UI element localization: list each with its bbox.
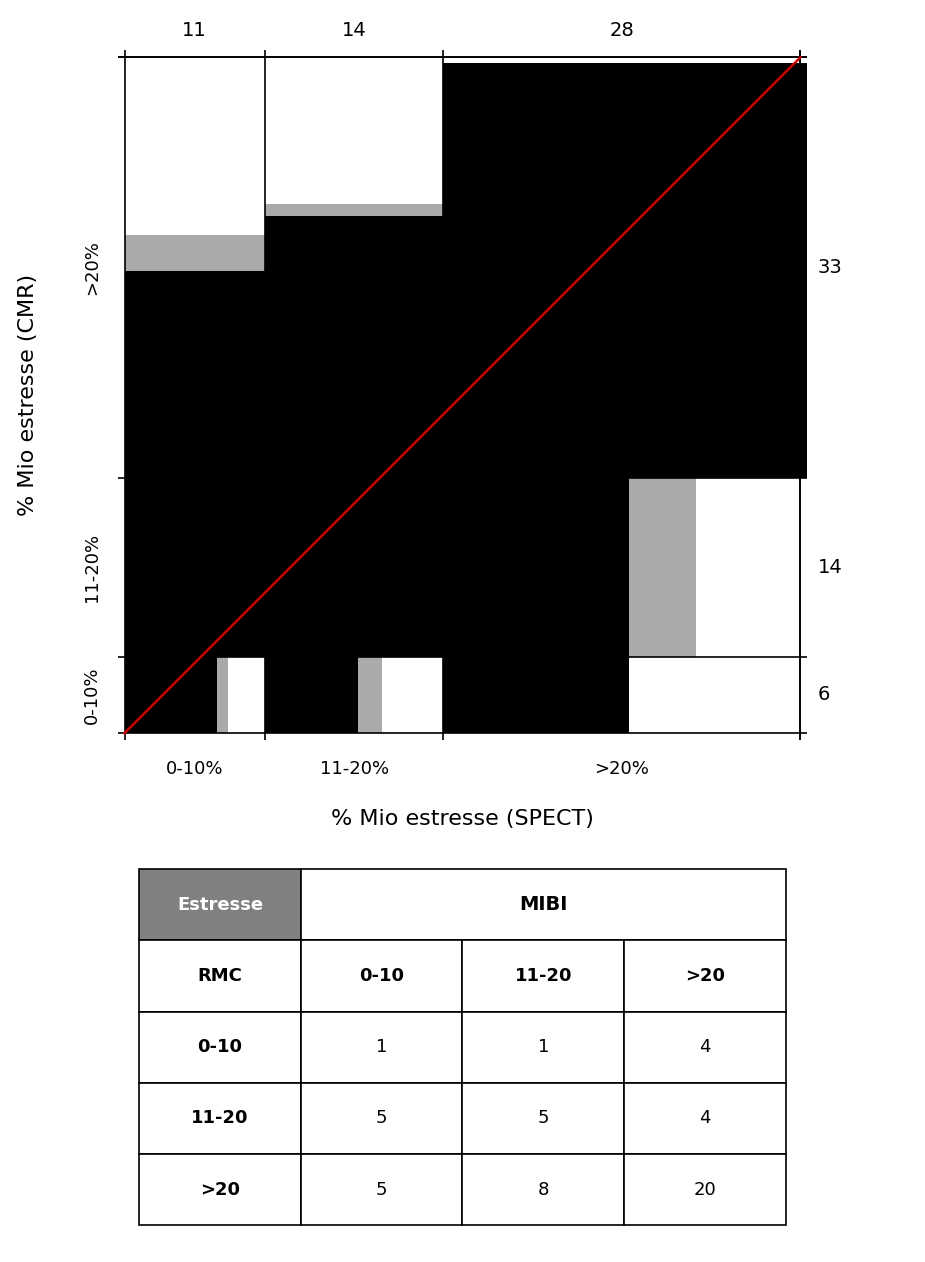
Text: 1: 1 [376, 1039, 388, 1056]
Text: 33: 33 [818, 259, 842, 278]
Text: 14: 14 [341, 21, 366, 40]
Bar [125, 235, 367, 478]
Bar [624, 1153, 786, 1225]
Bar [265, 640, 358, 733]
Text: 8: 8 [537, 1181, 549, 1199]
Bar [125, 640, 217, 733]
Text: >20: >20 [685, 967, 725, 984]
Bar [301, 1083, 462, 1153]
Text: % Mio estresse (CMR): % Mio estresse (CMR) [18, 274, 38, 516]
Bar [139, 870, 301, 940]
Text: 5: 5 [376, 1109, 388, 1127]
Text: 0-10: 0-10 [197, 1039, 242, 1056]
Bar [265, 478, 443, 656]
Bar [462, 1083, 624, 1153]
Bar [125, 630, 228, 733]
Text: MIBI: MIBI [519, 895, 568, 914]
Bar [125, 498, 283, 656]
Text: 5: 5 [537, 1109, 549, 1127]
Bar [462, 1012, 624, 1083]
Bar [125, 449, 332, 656]
Bar [443, 471, 629, 656]
Bar [624, 1012, 786, 1083]
Bar [139, 1012, 301, 1083]
Text: 20: 20 [694, 1181, 716, 1199]
Bar [624, 940, 786, 1012]
Bar [301, 1012, 462, 1083]
Bar [301, 870, 786, 940]
Bar [265, 216, 527, 478]
Text: 6: 6 [818, 685, 830, 704]
Text: 1: 1 [537, 1039, 549, 1056]
Text: 4: 4 [699, 1109, 710, 1127]
Bar [443, 548, 629, 733]
Text: 14: 14 [818, 558, 842, 577]
Bar [443, 404, 696, 656]
Text: 11-20: 11-20 [191, 1109, 249, 1127]
Text: % Mio estresse (SPECT): % Mio estresse (SPECT) [331, 809, 594, 829]
Text: 0-10: 0-10 [359, 967, 404, 984]
Text: >20: >20 [200, 1181, 240, 1199]
Bar [624, 1083, 786, 1153]
Text: 11-20: 11-20 [514, 967, 572, 984]
Bar [139, 1083, 301, 1153]
Text: Estresse: Estresse [177, 896, 263, 914]
Bar [443, 568, 609, 733]
Bar [265, 449, 473, 656]
Text: 5: 5 [376, 1181, 388, 1199]
Bar [301, 1153, 462, 1225]
Text: 0-10%: 0-10% [166, 760, 224, 779]
Text: >20%: >20% [595, 760, 649, 779]
Bar [265, 616, 382, 733]
Text: >20%: >20% [83, 240, 101, 295]
Bar [125, 270, 332, 478]
Bar [139, 940, 301, 1012]
Text: 4: 4 [699, 1039, 710, 1056]
Bar [443, 63, 858, 478]
Text: 11-20%: 11-20% [319, 760, 388, 779]
Bar [462, 940, 624, 1012]
Text: 11-20%: 11-20% [83, 533, 101, 602]
Text: 28: 28 [610, 21, 635, 40]
Bar [265, 204, 539, 478]
Bar [301, 940, 462, 1012]
Bar [139, 1153, 301, 1225]
Text: RMC: RMC [198, 967, 242, 984]
Bar [462, 1153, 624, 1225]
Bar [443, 91, 831, 478]
Text: 11: 11 [182, 21, 207, 40]
Text: 0-10%: 0-10% [83, 666, 101, 723]
